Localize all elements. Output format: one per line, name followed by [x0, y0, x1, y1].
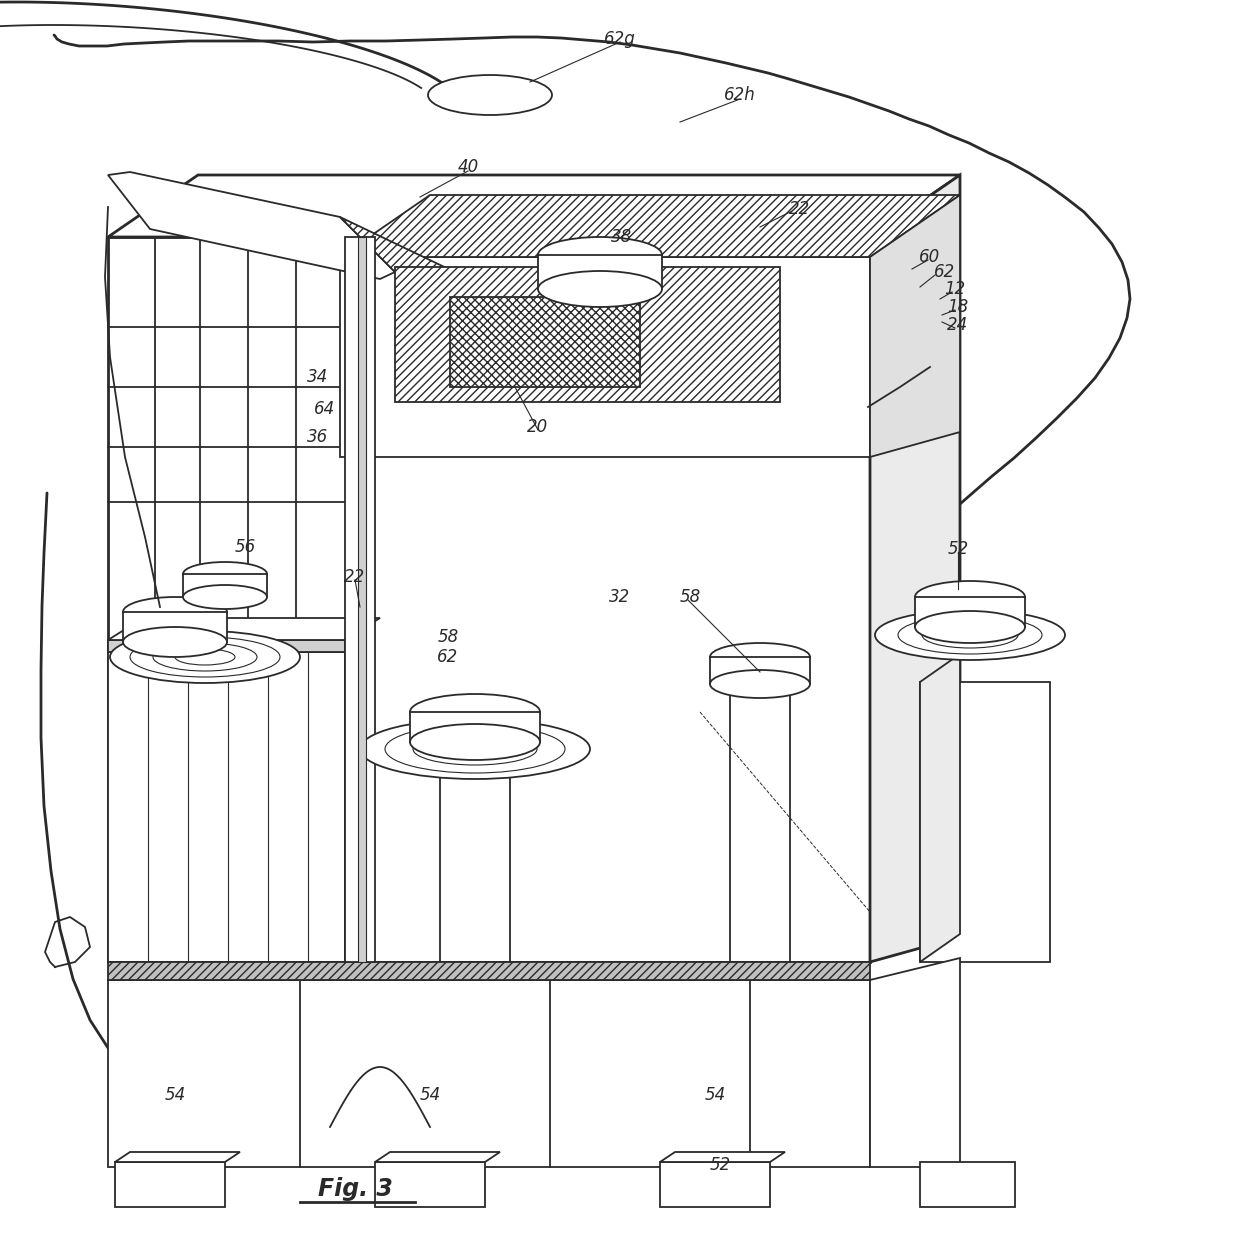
Polygon shape [870, 195, 960, 458]
Text: 36: 36 [308, 427, 329, 446]
Text: 60: 60 [919, 248, 941, 266]
Text: 58: 58 [680, 588, 701, 606]
Ellipse shape [184, 562, 267, 586]
Text: 62g: 62g [604, 30, 636, 48]
Bar [450, 297, 640, 387]
Bar [108, 652, 345, 962]
Polygon shape [115, 1151, 241, 1161]
Text: 24: 24 [947, 316, 968, 334]
Text: 22: 22 [345, 568, 366, 586]
Polygon shape [108, 172, 396, 279]
Ellipse shape [184, 585, 267, 608]
Bar [108, 962, 870, 980]
Ellipse shape [110, 631, 300, 683]
Bar [108, 238, 870, 962]
Ellipse shape [875, 610, 1065, 660]
Text: 58: 58 [438, 628, 459, 646]
Text: 34: 34 [308, 368, 329, 386]
Text: 18: 18 [947, 298, 968, 316]
Ellipse shape [410, 694, 539, 730]
Text: 56: 56 [234, 538, 255, 556]
Polygon shape [920, 654, 960, 962]
Ellipse shape [123, 597, 227, 627]
Ellipse shape [428, 75, 552, 114]
Text: 62: 62 [438, 649, 459, 666]
Text: 52: 52 [947, 541, 968, 558]
Ellipse shape [711, 644, 810, 671]
Text: Fig. 3: Fig. 3 [317, 1177, 392, 1200]
Text: 62h: 62h [724, 85, 756, 104]
Polygon shape [660, 1151, 785, 1161]
Bar [108, 980, 870, 1166]
Polygon shape [108, 175, 960, 238]
Bar [374, 1161, 485, 1207]
Bar [358, 238, 366, 962]
Text: 54: 54 [704, 1086, 725, 1104]
Bar [920, 1161, 1016, 1207]
Ellipse shape [915, 611, 1025, 644]
Bar [440, 747, 510, 962]
Polygon shape [870, 175, 960, 962]
Polygon shape [870, 958, 960, 1166]
Text: 54: 54 [165, 1086, 186, 1104]
Ellipse shape [915, 581, 1025, 613]
Text: 12: 12 [945, 280, 966, 298]
Bar [396, 266, 780, 402]
Bar [538, 255, 662, 289]
Ellipse shape [538, 238, 662, 273]
Text: 52: 52 [709, 1156, 730, 1174]
Ellipse shape [360, 719, 590, 779]
Text: 22: 22 [790, 200, 811, 217]
Text: 32: 32 [609, 588, 631, 606]
Text: 64: 64 [315, 400, 336, 419]
Ellipse shape [410, 724, 539, 760]
Polygon shape [340, 195, 960, 256]
Bar [920, 683, 1050, 962]
Bar [660, 1161, 770, 1207]
Ellipse shape [538, 272, 662, 307]
Ellipse shape [123, 627, 227, 657]
Polygon shape [108, 618, 379, 640]
Ellipse shape [711, 670, 810, 698]
Text: 62: 62 [935, 263, 956, 282]
Bar [340, 256, 870, 458]
Bar [711, 657, 810, 684]
Text: 20: 20 [527, 419, 548, 436]
Bar [108, 640, 345, 652]
Text: 40: 40 [458, 158, 479, 176]
Bar [410, 711, 539, 742]
Bar [184, 574, 267, 597]
Text: 54: 54 [419, 1086, 440, 1104]
Bar [345, 238, 374, 962]
Bar [123, 612, 227, 642]
Polygon shape [340, 217, 701, 398]
Polygon shape [374, 1151, 500, 1161]
Bar [730, 688, 790, 962]
Text: 38: 38 [611, 228, 632, 246]
Bar [115, 1161, 224, 1207]
Bar [915, 597, 1025, 627]
